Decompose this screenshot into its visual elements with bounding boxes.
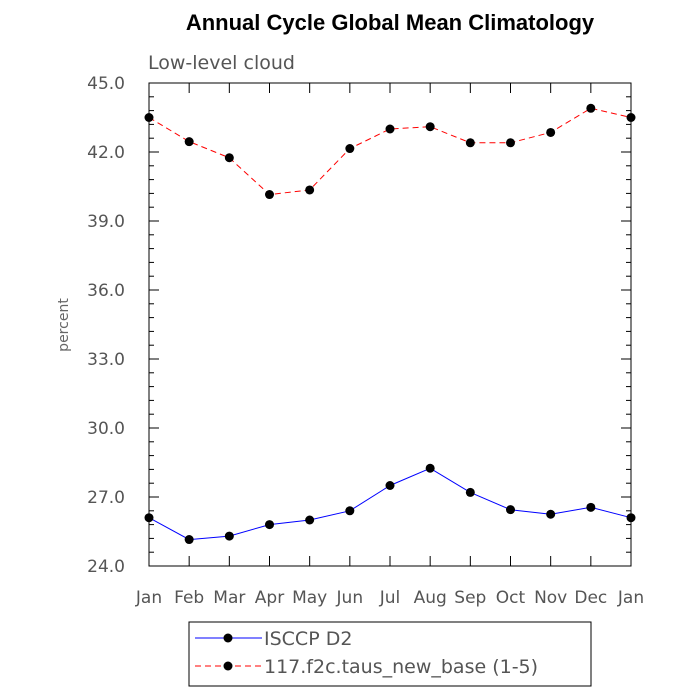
series-1-point — [345, 506, 355, 516]
legend: ISCCP D2 117.f2c.taus_new_base (1-5) — [188, 621, 592, 687]
series-1-point — [305, 515, 315, 525]
series-1-point — [144, 513, 154, 523]
x-tick-label: Aug — [414, 588, 447, 608]
series-2-point — [345, 144, 355, 154]
series-1-point — [265, 520, 274, 530]
x-tick-label: Jun — [336, 588, 364, 608]
series-line-1 — [148, 467, 632, 541]
series-2-point — [465, 138, 475, 148]
y-axis-label: percent — [56, 298, 72, 352]
series-1-point — [586, 502, 596, 512]
axes: 24.0 27.0 30.0 33.0 36.0 39.0 42.0 45.0 Jan Feb Ma… — [87, 74, 644, 608]
x-tick-label: Feb — [174, 588, 204, 608]
series-2-point — [546, 127, 556, 137]
series-line-2 — [148, 107, 632, 196]
x-tick-label: Jan — [135, 588, 162, 608]
y-tick-label: 39.0 — [87, 212, 125, 232]
y-tick-label: 24.0 — [87, 557, 125, 577]
legend-label-1: ISCCP D2 — [264, 628, 352, 650]
plot-frame — [148, 82, 632, 567]
x-tick-label: Jan — [617, 588, 644, 608]
legend-box — [188, 621, 592, 687]
y-tick-label: 27.0 — [87, 488, 125, 508]
series-1-point — [385, 481, 395, 490]
series-1-point — [506, 505, 515, 515]
y-tick-label: 33.0 — [87, 350, 125, 370]
legend-marker-2 — [223, 661, 233, 671]
series-2-point — [425, 122, 435, 132]
y-tick-label: 30.0 — [87, 419, 125, 439]
x-tick-label: Sep — [454, 588, 486, 608]
series-1-point — [425, 463, 435, 473]
series-2-point — [265, 190, 274, 200]
legend-marker-1 — [223, 633, 233, 643]
series-1-point — [546, 509, 556, 519]
series-2-point — [626, 113, 636, 122]
x-tick-label: Oct — [496, 588, 526, 608]
series-2-point — [184, 137, 194, 147]
y-tick-label: 45.0 — [87, 74, 125, 94]
x-tick-label: Dec — [574, 588, 607, 608]
series-2-point — [305, 185, 315, 195]
legend-label-2: 117.f2c.taus_new_base (1-5) — [264, 656, 538, 678]
series-2-point — [586, 103, 596, 113]
series-2-point — [506, 138, 515, 148]
y-tick-label: 42.0 — [87, 143, 125, 163]
x-tick-label: Mar — [213, 588, 245, 608]
series-1-point — [465, 487, 475, 497]
x-tick-label: Apr — [255, 588, 284, 608]
series-1-point — [626, 513, 636, 523]
x-tick-label: Jul — [379, 588, 401, 608]
x-tick-label: May — [292, 588, 327, 608]
series-2-point — [224, 153, 234, 163]
series-1-point — [184, 535, 194, 545]
chart-title: Annual Cycle Global Mean Climatology — [186, 10, 595, 35]
series-2-point — [385, 124, 395, 134]
series-1-point — [224, 531, 234, 541]
series-layer — [144, 103, 636, 545]
chart-subtitle: Low-level cloud — [148, 52, 295, 74]
series-2-point — [144, 113, 154, 122]
y-tick-label: 36.0 — [87, 281, 125, 301]
x-tick-label: Nov — [534, 588, 567, 608]
